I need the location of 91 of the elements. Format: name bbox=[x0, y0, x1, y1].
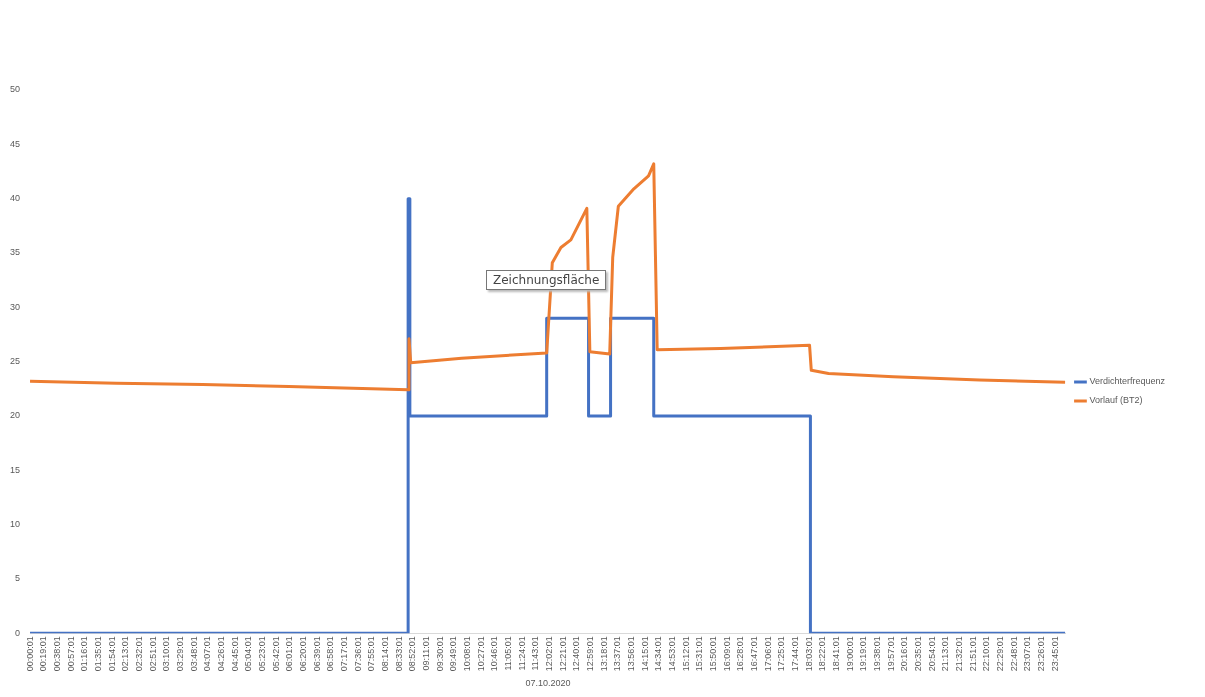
x-tick-label: 15:50:01 bbox=[707, 636, 718, 672]
x-tick-label: 18:03:01 bbox=[803, 636, 814, 672]
y-tick-label: 20 bbox=[10, 410, 21, 421]
x-tick-label: 15:31:01 bbox=[694, 636, 705, 672]
y-tick-label: 45 bbox=[10, 138, 21, 149]
y-tick-label: 40 bbox=[10, 193, 21, 204]
x-tick-label: 07:55:01 bbox=[366, 636, 377, 672]
x-tick-label: 08:52:01 bbox=[407, 636, 418, 672]
y-tick-label: 0 bbox=[15, 627, 21, 638]
x-tick-label: 22:48:01 bbox=[1008, 636, 1019, 672]
y-tick-label: 10 bbox=[10, 519, 21, 530]
x-tick-label: 21:51:01 bbox=[967, 636, 978, 672]
x-tick-label: 06:01:01 bbox=[284, 636, 295, 672]
x-tick-label: 05:42:01 bbox=[270, 636, 281, 672]
x-tick-label: 12:59:01 bbox=[584, 636, 595, 672]
x-tick-label: 11:05:01 bbox=[502, 636, 513, 671]
x-tick-label: 02:51:01 bbox=[147, 636, 158, 672]
x-tick-label: 16:28:01 bbox=[735, 636, 746, 672]
legend-label: Verdichterfrequenz bbox=[1089, 376, 1166, 387]
x-tick-label: 03:10:01 bbox=[161, 636, 172, 672]
x-tick-label: 03:48:01 bbox=[188, 636, 199, 672]
x-tick-label: 16:47:01 bbox=[748, 636, 759, 672]
x-tick-label: 19:19:01 bbox=[858, 636, 869, 672]
x-tick-label: 12:40:01 bbox=[571, 636, 582, 672]
x-tick-label: 03:29:01 bbox=[174, 636, 185, 672]
x-axis-title: 07.10.2020 bbox=[525, 678, 571, 689]
x-tick-label: 00:38:01 bbox=[51, 636, 62, 672]
x-tick-label: 14:53:01 bbox=[666, 636, 677, 672]
x-tick-label: 06:39:01 bbox=[311, 636, 322, 672]
y-tick-label: 15 bbox=[10, 464, 21, 475]
x-tick-label: 20:16:01 bbox=[899, 636, 910, 672]
x-tick-label: 05:04:01 bbox=[243, 636, 254, 672]
x-tick-label: 20:54:01 bbox=[926, 636, 937, 672]
x-tick-label: 22:29:01 bbox=[994, 636, 1005, 672]
x-tick-label: 07:36:01 bbox=[352, 636, 363, 672]
x-tick-label: 04:26:01 bbox=[215, 636, 226, 672]
x-tick-label: 13:37:01 bbox=[612, 636, 623, 672]
x-tick-label: 14:34:01 bbox=[653, 636, 664, 672]
x-tick-label: 23:45:01 bbox=[1049, 636, 1060, 672]
x-tick-label: 01:54:01 bbox=[106, 636, 117, 672]
x-tick-label: 19:38:01 bbox=[871, 636, 882, 672]
x-tick-label: 21:32:01 bbox=[953, 636, 964, 672]
x-tick-label: 00:57:01 bbox=[65, 636, 76, 672]
legend-label: Vorlauf (BT2) bbox=[1089, 395, 1143, 406]
annotation: Zeichnungsfläche bbox=[486, 270, 607, 290]
x-tick-label: 19:57:01 bbox=[885, 636, 896, 672]
x-tick-label: 23:26:01 bbox=[1035, 636, 1046, 672]
x-tick-label: 00:19:01 bbox=[38, 636, 49, 672]
x-tick-label: 10:27:01 bbox=[475, 636, 486, 672]
x-tick-label: 13:56:01 bbox=[625, 636, 636, 672]
x-tick-label: 09:30:01 bbox=[434, 636, 445, 672]
y-tick-label: 50 bbox=[10, 84, 21, 95]
x-tick-label: 22:10:01 bbox=[981, 636, 992, 672]
x-tick-label: 04:07:01 bbox=[202, 636, 213, 672]
x-tick-label: 01:16:01 bbox=[79, 636, 90, 672]
x-tick-label: 10:46:01 bbox=[489, 636, 500, 672]
x-tick-label: 12:02:01 bbox=[543, 636, 554, 672]
x-tick-label: 16:09:01 bbox=[721, 636, 732, 672]
x-tick-label: 02:32:01 bbox=[133, 636, 144, 672]
x-tick-label: 17:25:01 bbox=[776, 636, 787, 672]
y-tick-label: 5 bbox=[15, 573, 21, 584]
y-tick-label: 35 bbox=[10, 247, 21, 258]
x-tick-label: 09:49:01 bbox=[448, 636, 459, 672]
x-tick-label: 10:08:01 bbox=[461, 636, 472, 672]
x-tick-label: 17:06:01 bbox=[762, 636, 773, 672]
x-tick-label: 02:13:01 bbox=[120, 636, 131, 672]
x-tick-label: 18:22:01 bbox=[817, 636, 828, 672]
x-tick-label: 17:44:01 bbox=[789, 636, 800, 672]
x-tick-label: 12:21:01 bbox=[557, 636, 568, 672]
y-tick-label: 30 bbox=[10, 301, 21, 312]
x-tick-label: 04:45:01 bbox=[229, 636, 240, 672]
x-tick-label: 15:12:01 bbox=[680, 636, 691, 672]
x-tick-label: 11:43:01 bbox=[530, 636, 541, 671]
x-tick-label: 01:35:01 bbox=[92, 636, 103, 672]
x-tick-label: 18:41:01 bbox=[830, 636, 841, 672]
x-tick-label: 08:33:01 bbox=[393, 636, 404, 672]
x-tick-label: 19:00:01 bbox=[844, 636, 855, 672]
x-tick-label: 14:15:01 bbox=[639, 636, 650, 672]
x-tick-label: 20:35:01 bbox=[912, 636, 923, 672]
x-tick-label: 21:13:01 bbox=[940, 636, 951, 672]
x-tick-label: 13:18:01 bbox=[598, 636, 609, 672]
y-tick-label: 25 bbox=[10, 356, 21, 367]
x-tick-label: 06:58:01 bbox=[325, 636, 336, 672]
x-tick-label: 00:00:01 bbox=[24, 636, 35, 672]
x-tick-label: 07:17:01 bbox=[338, 636, 349, 672]
x-tick-label: 06:20:01 bbox=[297, 636, 308, 672]
x-tick-label: 08:14:01 bbox=[379, 636, 390, 672]
x-tick-label: 23:07:01 bbox=[1022, 636, 1033, 672]
x-tick-label: 05:23:01 bbox=[256, 636, 267, 672]
x-tick-label: 11:24:01 bbox=[516, 636, 527, 671]
x-tick-label: 09:11:01 bbox=[420, 636, 431, 671]
